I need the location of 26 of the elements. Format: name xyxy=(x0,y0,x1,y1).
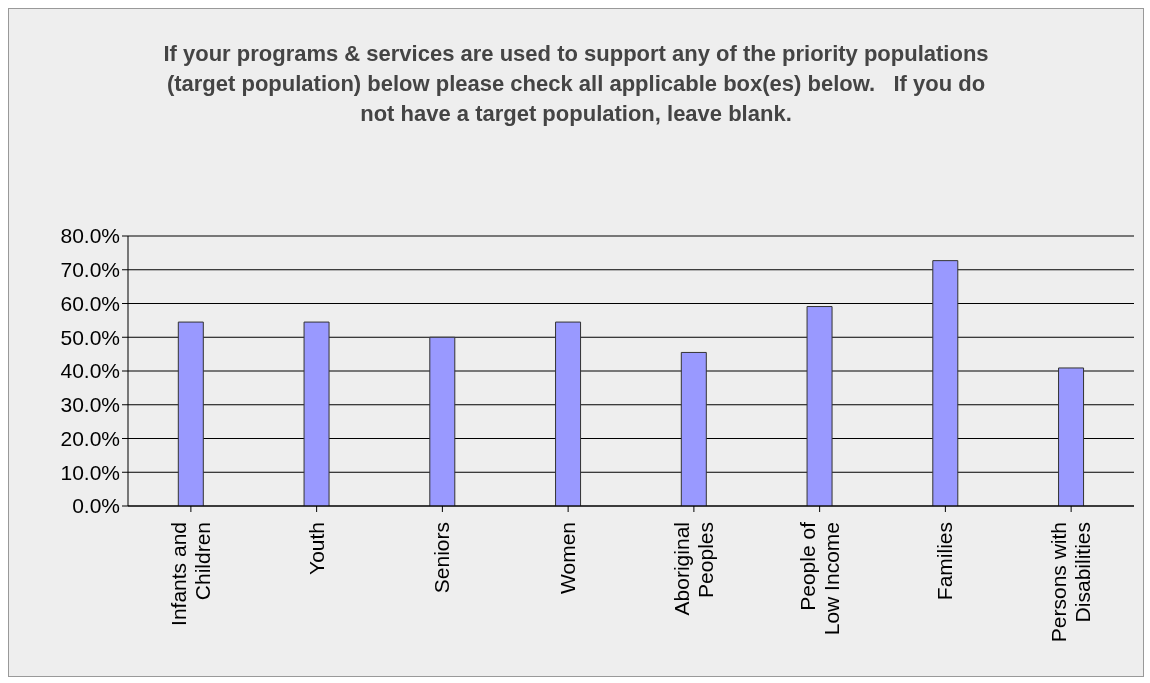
x-tick-label: Infants and Children xyxy=(166,522,214,626)
y-tick-label: 0.0% xyxy=(72,494,120,518)
bar xyxy=(303,321,330,506)
x-tick-label: Youth xyxy=(304,522,328,575)
bar xyxy=(177,321,204,506)
bar xyxy=(1058,367,1085,506)
bar xyxy=(680,351,707,506)
x-tick-label: Families xyxy=(933,522,957,601)
x-tick-label: Women xyxy=(556,522,580,594)
y-tick-label: 50.0% xyxy=(60,325,120,349)
x-tick-label: Aboriginal Peoples xyxy=(669,522,717,616)
bar xyxy=(429,336,456,506)
bar xyxy=(806,306,833,506)
y-tick-label: 80.0% xyxy=(60,224,120,248)
x-tick-label: Seniors xyxy=(430,522,454,594)
y-tick-label: 60.0% xyxy=(60,291,120,315)
bar xyxy=(932,260,959,506)
y-tick-label: 10.0% xyxy=(60,460,120,484)
x-tick-label: People of Low Income xyxy=(795,521,843,636)
y-tick-label: 70.0% xyxy=(60,258,120,282)
y-tick-label: 20.0% xyxy=(60,426,120,450)
chart-title: If your programs & services are used to support any of the priority populations (target population) below please check all applicable box(es) below. If you do not have a target population, leave blank. xyxy=(162,40,990,128)
x-tick-label: Persons with Disabilities xyxy=(1047,522,1095,643)
bar xyxy=(555,321,582,506)
y-tick-label: 40.0% xyxy=(60,359,120,383)
y-tick-label: 30.0% xyxy=(60,393,120,417)
